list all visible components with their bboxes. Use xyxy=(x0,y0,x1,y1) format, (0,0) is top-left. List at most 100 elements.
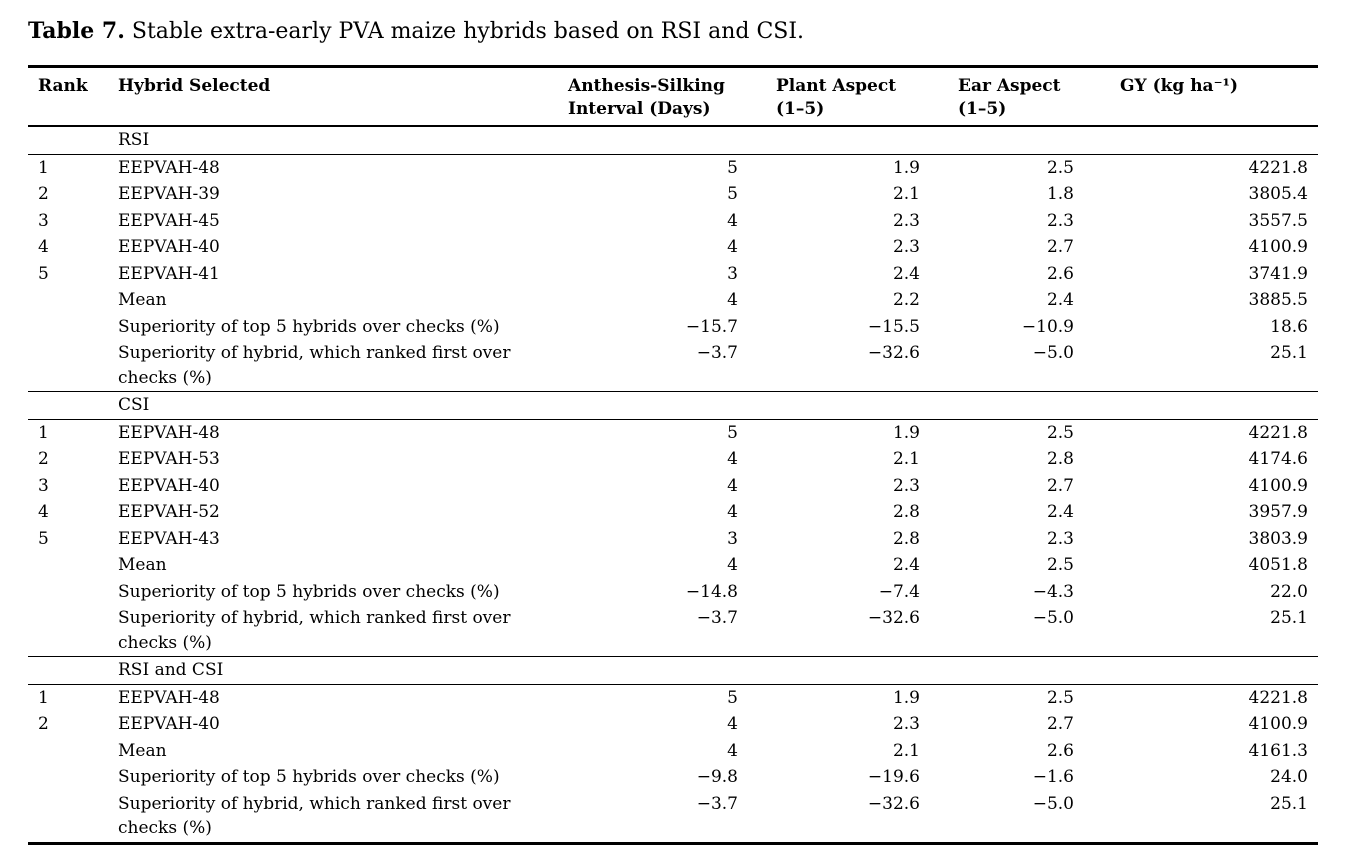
header-plant-aspect: Plant Aspect (1–5) xyxy=(746,65,930,127)
hybrid-label: EEPVAH-39 xyxy=(118,184,220,204)
ear-aspect-cell xyxy=(930,656,1116,685)
hybrid-label: EEPVAH-48 xyxy=(118,157,220,178)
ear-aspect-cell: 2.3 xyxy=(1046,210,1074,231)
rank-cell xyxy=(28,552,108,579)
ear-aspect-cell xyxy=(930,125,1116,155)
gy-cell: 25.1 xyxy=(1270,793,1308,814)
gy-cell: 3957.9 xyxy=(1248,502,1308,522)
section-label: RSI and CSI xyxy=(108,656,560,685)
gy-cell xyxy=(1116,656,1318,685)
gy-cell: 3741.9 xyxy=(1248,263,1308,284)
hybrid-cell: EEPVAH-41 xyxy=(108,261,560,288)
ear-aspect-cell: 2.5 xyxy=(1046,422,1074,443)
table-row: 1 EEPVAH-48 5 1.9 2.5 4221.8 xyxy=(28,419,1318,446)
rank-cell: 5 xyxy=(38,528,49,549)
asi-cell: 4 xyxy=(727,555,738,575)
table-caption-text: Stable extra-early PVA maize hybrids bas… xyxy=(131,19,805,44)
asi-cell: −15.7 xyxy=(685,316,738,337)
asi-cell: 4 xyxy=(727,210,738,231)
header-rank: Rank xyxy=(28,65,108,127)
plant-aspect-cell: 2.1 xyxy=(892,184,920,204)
hybrid-cell: EEPVAH-45 xyxy=(108,208,560,235)
asi-cell: 4 xyxy=(727,714,738,734)
rank-cell: 3 xyxy=(38,210,49,231)
plant-aspect-cell: 2.3 xyxy=(892,210,920,231)
gy-cell: 18.6 xyxy=(1270,316,1308,337)
plant-aspect-cell: 2.8 xyxy=(892,528,920,549)
section-label-row: RSI and CSI xyxy=(28,656,1318,685)
gy-cell: 4161.3 xyxy=(1248,740,1308,761)
plant-aspect-cell: 2.2 xyxy=(892,290,920,310)
hybrid-cell: EEPVAH-52 xyxy=(108,499,560,526)
plant-aspect-cell: −19.6 xyxy=(867,767,920,787)
table-row: Superiority of top 5 hybrids over checks… xyxy=(28,579,1318,606)
page-content: Table 7. Stable extra-early PVA maize hyb… xyxy=(28,16,1318,845)
gy-cell: 4221.8 xyxy=(1248,422,1308,443)
gy-cell xyxy=(1116,391,1318,420)
ear-aspect-cell: 2.4 xyxy=(1046,502,1074,522)
plant-aspect-cell: −32.6 xyxy=(867,608,920,628)
rank-cell xyxy=(28,314,108,341)
table-row: 3 EEPVAH-40 4 2.3 2.7 4100.9 xyxy=(28,473,1318,500)
table-row: 2 EEPVAH-39 5 2.1 1.8 3805.4 xyxy=(28,181,1318,208)
ear-aspect-cell: −4.3 xyxy=(1032,581,1074,602)
rank-cell xyxy=(28,605,108,657)
ear-aspect-cell: 2.5 xyxy=(1046,157,1074,178)
rank-cell: 5 xyxy=(38,263,49,284)
hybrid-cell: Superiority of hybrid, which ranked firs… xyxy=(108,791,560,844)
table-row: Mean 4 2.1 2.6 4161.3 xyxy=(28,738,1318,765)
hybrid-cell: EEPVAH-53 xyxy=(108,446,560,473)
hybrid-cell: Superiority of top 5 hybrids over checks… xyxy=(108,764,560,791)
asi-cell: 3 xyxy=(727,528,738,549)
gy-cell: 3803.9 xyxy=(1248,528,1308,549)
ear-aspect-cell: 2.7 xyxy=(1046,475,1074,496)
section-label-row: RSI xyxy=(28,125,1318,155)
gy-cell: 4051.8 xyxy=(1248,555,1308,575)
hybrid-label: Superiority of top 5 hybrids over checks… xyxy=(118,316,500,337)
gy-cell: 4174.6 xyxy=(1248,449,1308,469)
hybrid-label: EEPVAH-40 xyxy=(118,475,220,496)
hybrid-label: EEPVAH-45 xyxy=(118,210,220,231)
gy-cell: 4100.9 xyxy=(1248,475,1308,496)
gy-cell: 4221.8 xyxy=(1248,157,1308,178)
rank-cell: 2 xyxy=(38,449,49,469)
ear-aspect-cell: 2.5 xyxy=(1046,555,1074,575)
table-row: Superiority of top 5 hybrids over checks… xyxy=(28,764,1318,791)
asi-cell: 5 xyxy=(727,157,738,178)
gy-cell: 4100.9 xyxy=(1248,714,1308,734)
rank-cell: 1 xyxy=(38,157,49,178)
table-caption: Table 7. Stable extra-early PVA maize hyb… xyxy=(28,16,1318,47)
asi-cell: −3.7 xyxy=(696,343,738,363)
hybrid-cell: EEPVAH-48 xyxy=(108,684,560,711)
ear-aspect-cell: 2.6 xyxy=(1046,740,1074,761)
asi-cell: 4 xyxy=(727,740,738,761)
gy-cell: 3805.4 xyxy=(1248,184,1308,204)
table-row: 1 EEPVAH-48 5 1.9 2.5 4221.8 xyxy=(28,154,1318,181)
gy-cell: 25.1 xyxy=(1270,608,1308,628)
header-grain-yield: GY (kg ha⁻¹) xyxy=(1116,65,1318,127)
plant-aspect-cell xyxy=(746,391,930,420)
asi-cell: −3.7 xyxy=(696,608,738,628)
rank-cell xyxy=(28,287,108,314)
section-label: RSI xyxy=(108,125,560,155)
rank-cell: 2 xyxy=(38,714,49,734)
rank-cell: 1 xyxy=(38,687,49,708)
asi-cell xyxy=(560,125,746,155)
table-row: Superiority of top 5 hybrids over checks… xyxy=(28,314,1318,341)
ear-aspect-cell: 2.4 xyxy=(1046,290,1074,310)
hybrid-cell: EEPVAH-39 xyxy=(108,181,560,208)
ear-aspect-cell: 2.8 xyxy=(1046,449,1074,469)
table-section: CSI 1 EEPVAH-48 5 1.9 2.5 4221.8 2 EEPVAH-53 4 2.1… xyxy=(28,391,1318,657)
hybrid-label: Superiority of top 5 hybrids over checks… xyxy=(118,581,500,602)
plant-aspect-cell: −7.4 xyxy=(878,581,920,602)
table-row: 2 EEPVAH-40 4 2.3 2.7 4100.9 xyxy=(28,711,1318,738)
ear-aspect-cell: −10.9 xyxy=(1021,316,1074,337)
plant-aspect-cell: 2.4 xyxy=(892,263,920,284)
plant-aspect-cell xyxy=(746,125,930,155)
hybrid-cell: EEPVAH-40 xyxy=(108,473,560,500)
ear-aspect-cell: 1.8 xyxy=(1046,184,1074,204)
asi-cell: 4 xyxy=(727,502,738,522)
hybrid-label: Superiority of hybrid, which ranked firs… xyxy=(118,608,511,653)
hybrid-label: Mean xyxy=(118,555,167,575)
